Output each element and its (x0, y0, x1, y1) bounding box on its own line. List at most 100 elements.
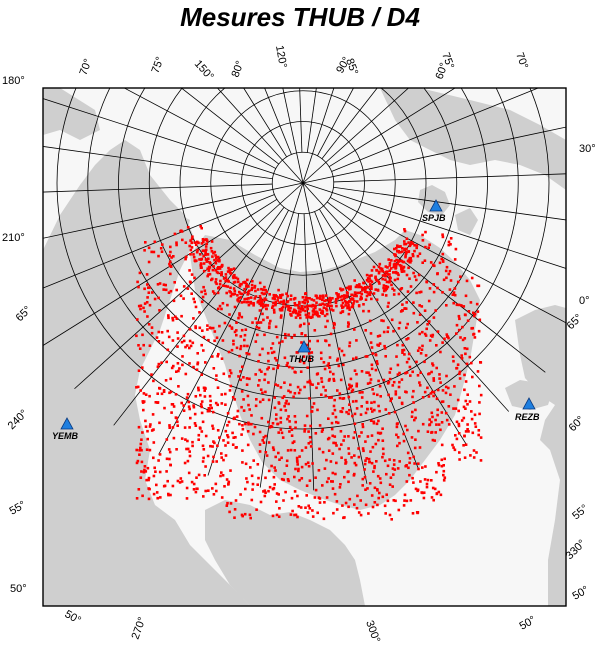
measurement-dot (331, 297, 334, 300)
measurement-dot (258, 281, 262, 285)
measurement-dot (197, 388, 200, 392)
measurement-dot (289, 390, 292, 394)
measurement-dot (332, 404, 336, 408)
measurement-dot (459, 336, 462, 339)
measurement-dot (441, 235, 445, 239)
measurement-dot (238, 422, 241, 426)
measurement-dot (359, 499, 362, 502)
measurement-dot (340, 349, 344, 353)
siberia-land (380, 88, 566, 190)
measurement-dot (412, 455, 415, 459)
measurement-dot (458, 370, 462, 374)
measurement-dot (307, 504, 310, 508)
measurement-dot (251, 482, 255, 486)
measurement-dot (150, 250, 153, 254)
measurement-dot (254, 295, 258, 298)
tick-label: 50° (10, 583, 27, 595)
meridian-line (43, 182, 304, 239)
measurement-dot (294, 316, 298, 319)
measurement-dot (264, 390, 267, 394)
measurement-dot (388, 279, 392, 282)
measurement-dot (333, 435, 337, 438)
measurement-dot (305, 414, 309, 418)
measurement-dot (236, 409, 240, 413)
measurement-dot (405, 371, 409, 374)
measurement-dot (412, 401, 415, 404)
measurement-dot (137, 344, 140, 347)
measurement-dot (347, 505, 350, 509)
measurement-dot (364, 355, 368, 358)
measurement-dot (298, 455, 301, 458)
measurement-dot (343, 295, 347, 298)
measurement-dot (371, 352, 374, 355)
measurement-dot (247, 303, 251, 307)
measurement-dot (291, 366, 294, 370)
measurement-dot (411, 395, 414, 399)
measurement-dot (394, 267, 397, 270)
measurement-dot (192, 253, 195, 256)
measurement-dot (432, 316, 436, 319)
measurement-dot (300, 341, 303, 344)
measurement-dot (408, 461, 411, 465)
measurement-dot (390, 283, 393, 287)
measurement-dot (168, 450, 172, 454)
measurement-dot (215, 489, 218, 493)
measurement-dot (356, 494, 359, 498)
measurement-dot (404, 242, 408, 246)
measurement-dot (197, 386, 200, 390)
measurement-dot (202, 335, 206, 339)
measurement-dot (199, 225, 202, 228)
measurement-dot (185, 344, 189, 347)
measurement-dot (390, 518, 393, 521)
measurement-dot (403, 242, 406, 246)
measurement-dot (200, 373, 203, 376)
measurement-dot (278, 458, 281, 461)
station-label: YEMB (52, 431, 79, 441)
measurement-dot (449, 237, 453, 240)
measurement-dot (405, 390, 408, 394)
measurement-dot (293, 490, 297, 493)
measurement-dot (413, 275, 417, 278)
measurement-dot (314, 310, 318, 313)
measurement-dot (192, 365, 195, 369)
measurement-dot (342, 516, 345, 520)
measurement-dot (376, 343, 379, 347)
measurement-dot (284, 332, 287, 336)
measurement-dot (192, 488, 196, 491)
measurement-dot (230, 292, 234, 296)
measurement-dot (155, 491, 159, 494)
measurement-dot (364, 459, 367, 462)
measurement-dot (214, 280, 217, 284)
measurement-dot (211, 487, 214, 490)
measurement-dot (278, 308, 282, 311)
meridian-line (207, 182, 304, 476)
measurement-dot (199, 403, 203, 406)
measurement-dot (472, 311, 475, 315)
measurement-dot (368, 291, 371, 294)
measurement-dot (345, 410, 348, 414)
measurement-dot (315, 296, 319, 300)
measurement-dot (438, 261, 442, 265)
measurement-dot (283, 381, 286, 384)
measurement-dot (260, 299, 264, 303)
measurement-dot (335, 444, 338, 447)
measurement-dot (211, 268, 215, 272)
measurement-dot (188, 339, 192, 343)
measurement-dot (409, 285, 413, 288)
measurement-dot (273, 311, 276, 314)
measurement-dot (293, 513, 296, 517)
measurement-dot (275, 359, 278, 362)
measurement-dot (146, 315, 149, 318)
measurement-dot (245, 282, 248, 286)
measurement-dot (217, 286, 221, 289)
measurement-dot (160, 331, 164, 334)
measurement-dot (172, 364, 175, 368)
measurement-dot (193, 300, 196, 304)
measurement-dot (289, 313, 292, 316)
measurement-dot (166, 479, 169, 483)
measurement-dot (372, 292, 376, 295)
measurement-dot (330, 396, 333, 399)
measurement-dot (240, 282, 243, 286)
measurement-dot (417, 462, 420, 465)
measurement-dot (184, 372, 188, 376)
